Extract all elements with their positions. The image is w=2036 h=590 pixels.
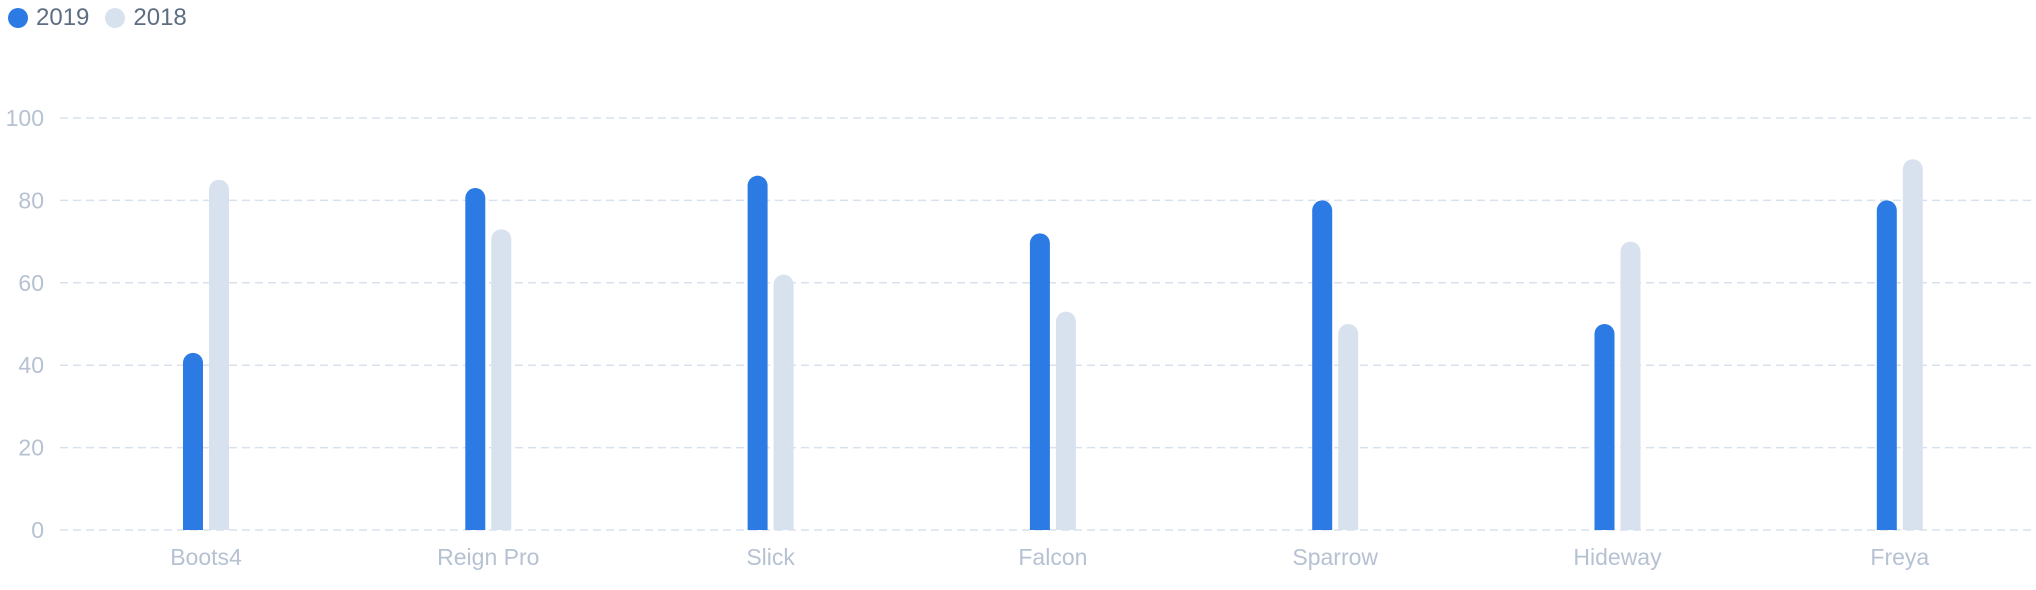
y-tick-label: 40	[18, 352, 44, 378]
chart-legend: 2019 2018	[8, 4, 187, 32]
bar-2018-boots4[interactable]	[209, 179, 229, 530]
y-axis-ticks: 0 20 40 60 80 100	[6, 105, 44, 543]
legend-item-2018[interactable]: 2018	[105, 4, 187, 32]
bar-2018-reign-pro[interactable]	[491, 229, 512, 530]
x-tick-label: Falcon	[1018, 544, 1087, 570]
bar-2018-hideway[interactable]	[1620, 241, 1641, 530]
y-tick-label: 80	[18, 187, 44, 213]
x-tick-label: Sparrow	[1292, 544, 1378, 570]
legend-label-2019: 2019	[36, 4, 90, 31]
bar-2019-slick[interactable]	[747, 175, 768, 530]
bar-2018-sparrow[interactable]	[1338, 324, 1359, 530]
bar-2019-falcon[interactable]	[1029, 233, 1050, 531]
legend-item-2019[interactable]: 2019	[8, 4, 89, 32]
x-tick-label: Boots4	[170, 544, 242, 570]
x-tick-label: Hideway	[1573, 544, 1662, 570]
y-tick-label: 0	[31, 517, 44, 543]
bar-2018-falcon[interactable]	[1055, 311, 1076, 530]
legend-label-2018: 2018	[133, 4, 187, 31]
bar-2018-slick[interactable]	[773, 274, 794, 530]
legend-dot-2018	[105, 8, 126, 28]
y-tick-label: 20	[18, 435, 44, 461]
bar-2019-reign-pro[interactable]	[465, 188, 486, 531]
x-tick-label: Freya	[1870, 544, 1929, 570]
bar-2019-sparrow[interactable]	[1312, 200, 1333, 530]
bar-2018-freya[interactable]	[1902, 159, 1923, 530]
legend-dot-2019	[8, 8, 28, 28]
x-tick-label: Slick	[746, 544, 795, 570]
y-tick-label: 60	[18, 270, 44, 296]
bar-2019-hideway[interactable]	[1594, 324, 1615, 530]
bars	[183, 159, 1923, 531]
x-axis-ticks: Boots4 Reign Pro Slick Falcon Sparrow Hideway…	[170, 544, 1929, 570]
bar-2019-boots4[interactable]	[183, 352, 204, 530]
x-tick-label: Reign Pro	[437, 544, 539, 570]
bar-2019-freya[interactable]	[1876, 200, 1897, 530]
y-tick-label: 100	[6, 105, 44, 131]
